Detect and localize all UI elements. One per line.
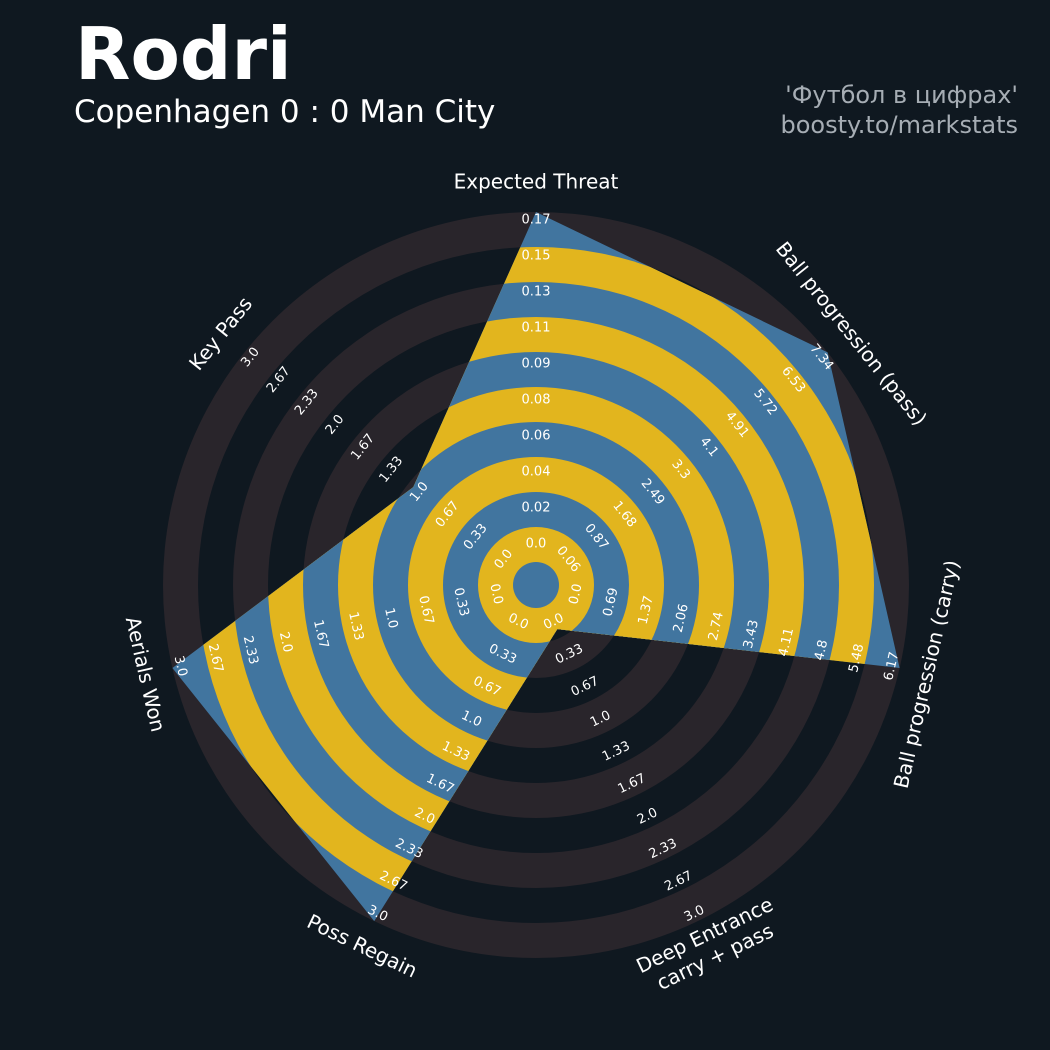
radar-tick-label: 2.74 bbox=[706, 610, 727, 642]
radar-tick-label: 2.67 bbox=[205, 642, 226, 674]
radar-tick-label: 0.0 bbox=[526, 537, 547, 552]
radar-tick-label: 2.33 bbox=[240, 634, 261, 666]
radar-tick-label: 0.17 bbox=[522, 213, 551, 228]
credit-block: 'Футбол в цифрах' boosty.to/markstats bbox=[781, 80, 1019, 140]
radar-tick-label: 0.11 bbox=[522, 321, 551, 336]
credit-line-1: 'Футбол в цифрах' bbox=[785, 81, 1018, 109]
radar-tick-label: 2.0 bbox=[276, 630, 295, 654]
radar-tick-label: 0.33 bbox=[450, 586, 471, 618]
radar-tick-label: 0.09 bbox=[522, 357, 551, 372]
radar-tick-label: 2.06 bbox=[671, 602, 692, 634]
radar-tick-label: 5.48 bbox=[846, 642, 867, 674]
radar-tick-label: 1.37 bbox=[636, 594, 657, 626]
radar-axis-label-group: Aerials Won bbox=[121, 614, 171, 734]
radar-tick-label: 0.08 bbox=[522, 393, 551, 408]
radar-tick-label: 0.04 bbox=[522, 465, 551, 480]
radar-tick-label: 0.02 bbox=[522, 501, 551, 516]
radar-tick-label: 6.17 bbox=[881, 650, 902, 682]
radar-axis-label: Expected Threat bbox=[454, 170, 619, 194]
radar-tick-label: 3.43 bbox=[741, 618, 762, 650]
radar-tick-label: 0.13 bbox=[522, 285, 551, 300]
radar-tick-label: 1.0 bbox=[381, 606, 400, 630]
radar-tick-label: 4.8 bbox=[812, 638, 831, 662]
radar-axis-label-group: Expected Threat bbox=[454, 170, 619, 194]
radar-tick-label: 0.0 bbox=[486, 582, 505, 606]
radar-tick-label: 1.67 bbox=[310, 618, 331, 650]
radar-tick-label: 0.67 bbox=[415, 594, 436, 626]
radar-tick-label: 0.69 bbox=[601, 586, 622, 618]
radar-tick-label: 4.11 bbox=[776, 626, 797, 658]
radar-tick-label: 1.33 bbox=[345, 610, 366, 642]
radar-tick-label: 0.15 bbox=[522, 249, 551, 264]
radar-tick-label: 3.0 bbox=[171, 654, 190, 678]
radar-tick-label: 0.06 bbox=[522, 429, 551, 444]
match-subtitle: Copenhagen 0 : 0 Man City bbox=[74, 94, 496, 130]
player-name: Rodri bbox=[75, 12, 292, 96]
credit-line-2: boosty.to/markstats bbox=[780, 111, 1019, 139]
radar-axis-label: Aerials Won bbox=[121, 614, 171, 734]
radar-tick-label: 0.0 bbox=[566, 582, 585, 606]
radar-polygon-blue-band bbox=[513, 562, 559, 608]
